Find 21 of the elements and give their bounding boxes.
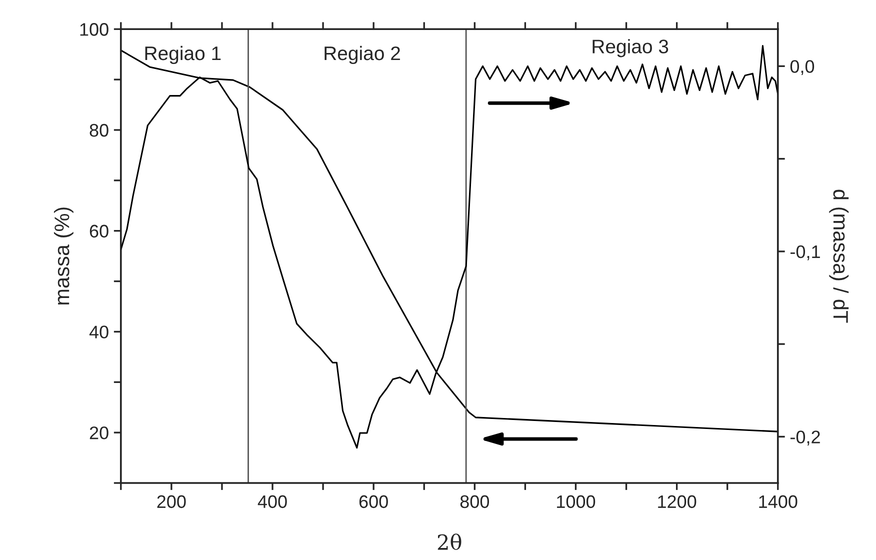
x-tick-label: 1200 bbox=[658, 495, 696, 508]
x-tick-label: 400 bbox=[258, 495, 287, 508]
y-tick-label: 100 bbox=[80, 23, 108, 36]
y-tick-label: 20 bbox=[90, 426, 108, 440]
y-tick-label: 60 bbox=[90, 224, 108, 238]
x-tick-label: 1400 bbox=[759, 495, 798, 508]
y2-tick-label: 0,0 bbox=[790, 60, 814, 76]
annotation: Regiao 1 bbox=[145, 46, 221, 64]
x-tick-label: 1000 bbox=[557, 495, 596, 508]
y2-tick-label: -0,1 bbox=[790, 245, 820, 260]
x-tick-label: 600 bbox=[359, 495, 388, 508]
y2-tick-label: -0,2 bbox=[790, 430, 820, 446]
x-axis-title: 2θ bbox=[438, 534, 462, 550]
annotation: Regiao 2 bbox=[324, 46, 400, 64]
x-tick-label: 800 bbox=[460, 495, 490, 508]
annotation: Regiao 3 bbox=[592, 39, 668, 58]
y-tick-label: 40 bbox=[89, 326, 108, 338]
x-tick-label: 200 bbox=[157, 495, 186, 508]
y-tick-label: 80 bbox=[90, 124, 108, 137]
y2-axis-title: d (massa) / dT bbox=[829, 190, 849, 323]
y-axis-title: massa (%) bbox=[54, 208, 74, 304]
